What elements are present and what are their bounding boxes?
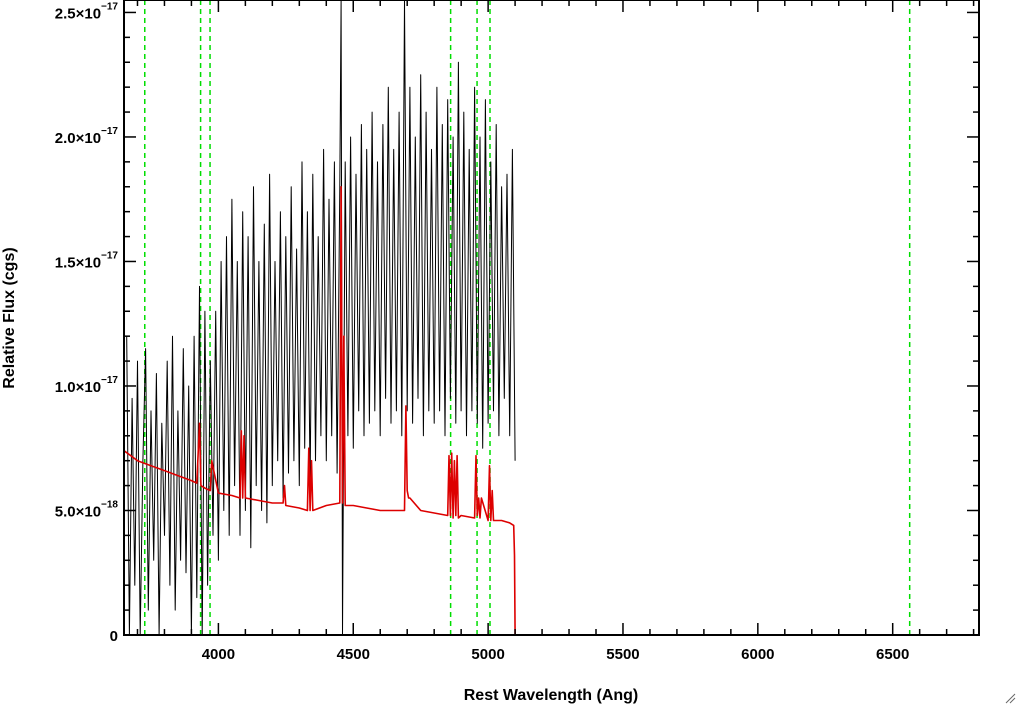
x-tick-label: 6000 bbox=[741, 646, 774, 663]
y-tick-label: 2.5×10−17 bbox=[55, 1, 119, 22]
y-axis-title: Relative Flux (cgs) bbox=[1, 247, 18, 388]
x-tick-label: 4500 bbox=[337, 646, 370, 663]
y-tick-label: 1.5×10−17 bbox=[55, 250, 119, 271]
y-tick-label: 0 bbox=[110, 628, 118, 645]
series-line-1 bbox=[123, 186, 979, 636]
plot-frame bbox=[123, 0, 980, 636]
emission-line-markers bbox=[144, 0, 911, 635]
x-tick-label: 4000 bbox=[202, 646, 235, 663]
x-axis-ticks: 4000 4500 5000 5500 6000 6500 bbox=[136, 0, 975, 663]
x-tick-label: 5000 bbox=[471, 646, 504, 663]
resize-grip-icon[interactable] bbox=[1004, 692, 1016, 704]
y-tick-label: 5.0×10−18 bbox=[55, 499, 119, 520]
x-tick-label: 6500 bbox=[876, 646, 909, 663]
plot-border bbox=[123, 0, 980, 636]
series-line-0 bbox=[126, 0, 516, 636]
y-tick-label: 2.0×10−17 bbox=[55, 126, 119, 147]
x-tick-label: 5500 bbox=[606, 646, 639, 663]
y-axis-ticks: 0 5.0×10−18 1.0×10−17 1.5×10−17 2.0×10−17 2.5… bbox=[55, 1, 979, 645]
x-axis-title: Rest Wavelength (Ang) bbox=[464, 687, 639, 704]
y-tick-label: 1.0×10−17 bbox=[55, 375, 119, 396]
plot-series bbox=[123, 0, 979, 636]
